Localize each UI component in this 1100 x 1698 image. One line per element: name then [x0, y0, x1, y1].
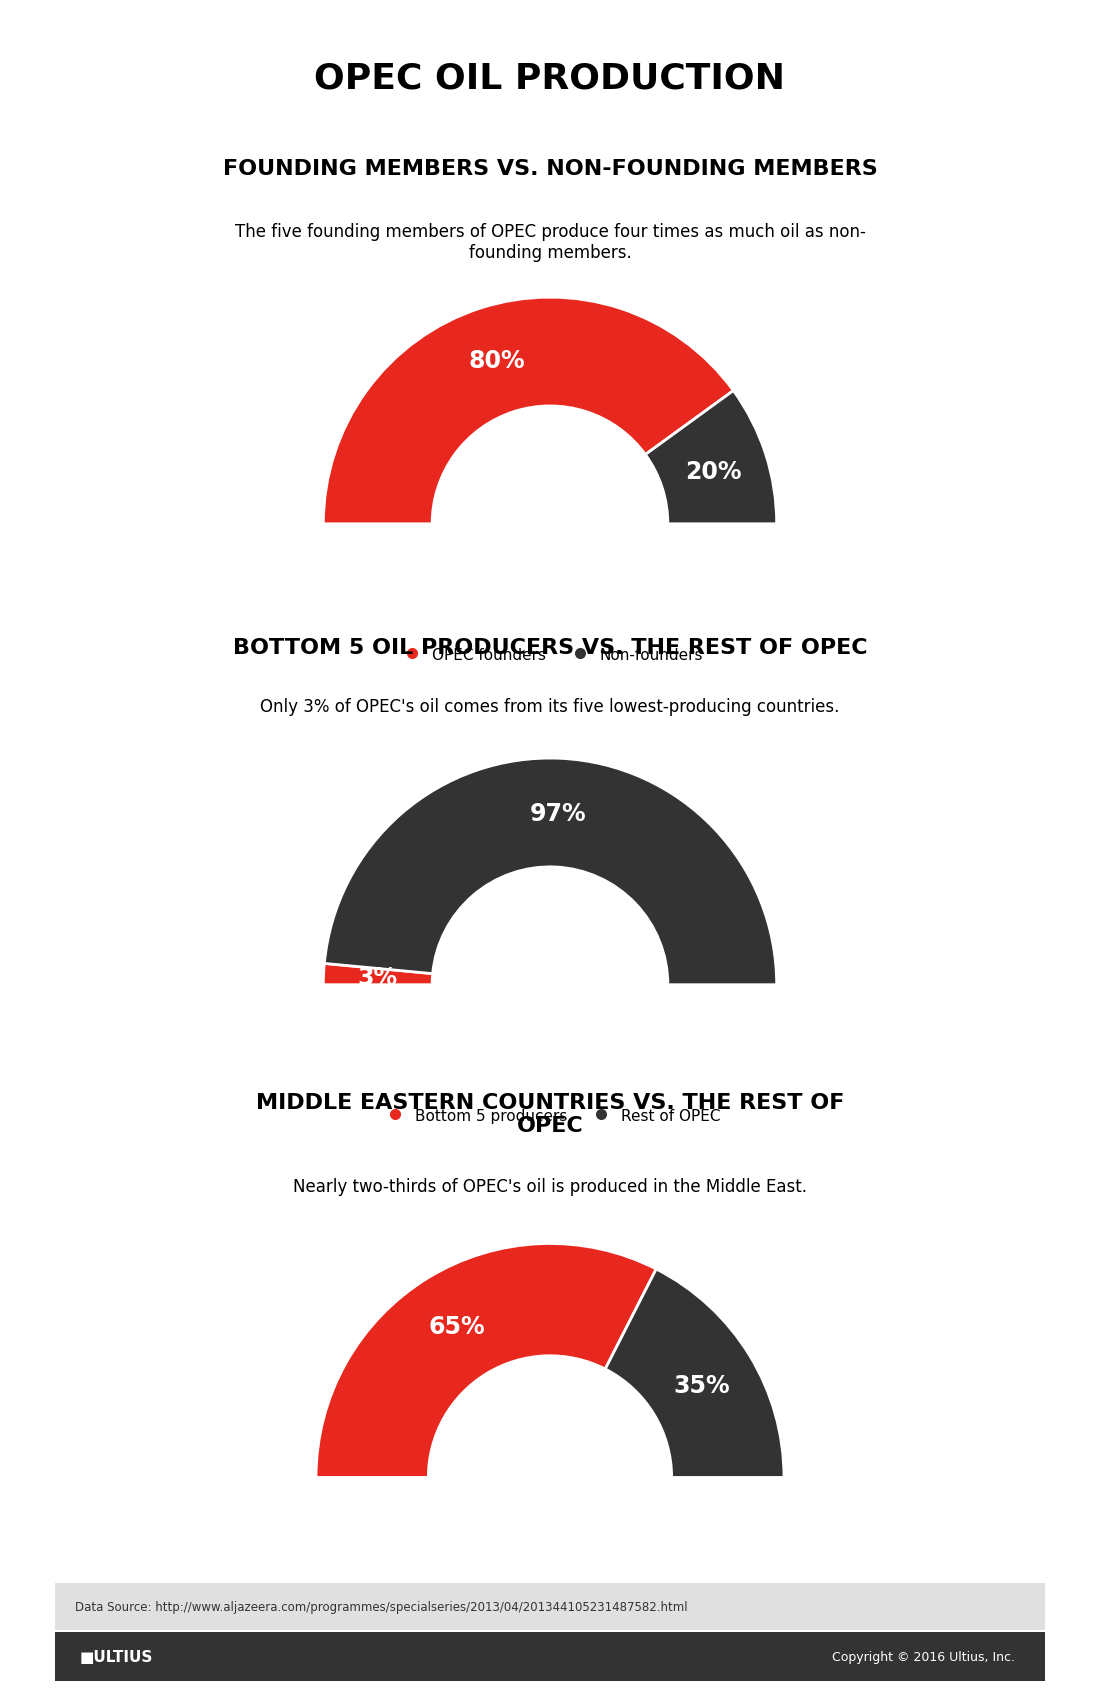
Legend: OPEC founders, Non-founders: OPEC founders, Non-founders [397, 647, 703, 662]
Text: BOTTOM 5 OIL PRODUCERS VS. THE REST OF OPEC: BOTTOM 5 OIL PRODUCERS VS. THE REST OF O… [233, 638, 867, 659]
Text: MIDDLE EASTERN COUNTRIES VS. THE REST OF
OPEC: MIDDLE EASTERN COUNTRIES VS. THE REST OF… [256, 1092, 844, 1136]
Bar [55, 1583, 1045, 1630]
Text: Data Source: http://www.aljazeera.com/programmes/specialseries/2013/04/201344105: Data Source: http://www.aljazeera.com/pr… [75, 1600, 688, 1613]
Legend: Middle Eastern countries, Rest of OPEC: Middle Eastern countries, Rest of OPEC [361, 1605, 739, 1620]
Wedge shape [605, 1268, 784, 1477]
Text: 65%: 65% [429, 1314, 485, 1338]
Text: FOUNDING MEMBERS VS. NON-FOUNDING MEMBERS: FOUNDING MEMBERS VS. NON-FOUNDING MEMBER… [222, 160, 878, 178]
Text: 20%: 20% [685, 458, 742, 484]
Wedge shape [646, 391, 777, 525]
Text: ■ULTIUS: ■ULTIUS [79, 1649, 153, 1664]
Text: Only 3% of OPEC's oil comes from its five lowest-producing countries.: Only 3% of OPEC's oil comes from its fiv… [261, 698, 839, 717]
Wedge shape [324, 759, 777, 985]
Wedge shape [316, 1243, 657, 1477]
Text: 80%: 80% [469, 348, 525, 374]
Text: 35%: 35% [673, 1372, 730, 1397]
Wedge shape [323, 297, 734, 525]
Legend: Bottom 5 producers, Rest of OPEC: Bottom 5 producers, Rest of OPEC [379, 1109, 720, 1122]
Bar [55, 1632, 1045, 1681]
Text: 97%: 97% [530, 801, 586, 825]
Text: Copyright © 2016 Ultius, Inc.: Copyright © 2016 Ultius, Inc. [833, 1650, 1015, 1662]
Text: OPEC OIL PRODUCTION: OPEC OIL PRODUCTION [315, 61, 785, 95]
Text: The five founding members of OPEC produce four times as much oil as non-
foundin: The five founding members of OPEC produc… [234, 222, 866, 261]
Text: 3%: 3% [358, 964, 398, 988]
Wedge shape [323, 964, 432, 985]
Text: Nearly two-thirds of OPEC's oil is produced in the Middle East.: Nearly two-thirds of OPEC's oil is produ… [293, 1178, 807, 1195]
